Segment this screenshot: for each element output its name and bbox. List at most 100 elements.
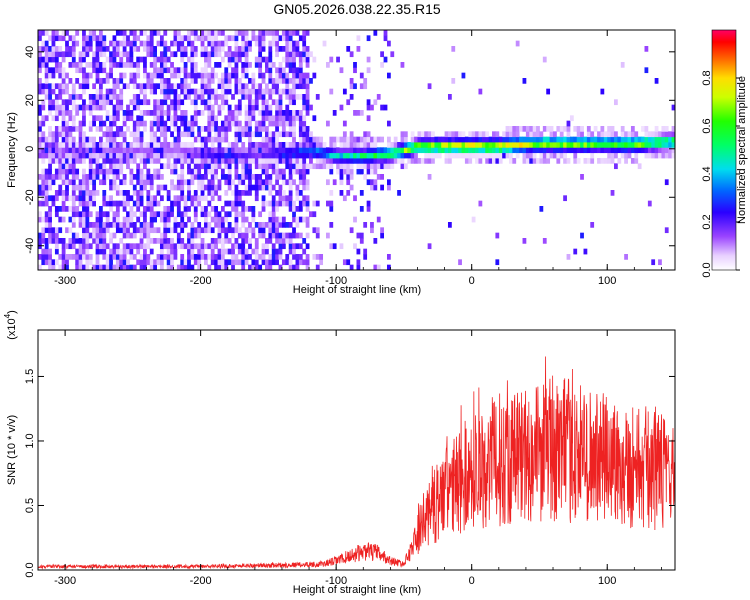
- heatmap-cell: [139, 222, 144, 228]
- heatmap-cell: [248, 238, 252, 244]
- heatmap-cell: [204, 88, 208, 95]
- heatmap-cell: [281, 131, 286, 138]
- heatmap-cell: [285, 254, 290, 260]
- heatmap-cell: [248, 147, 252, 154]
- heatmap-cell: [288, 158, 293, 164]
- heatmap-cell: [305, 168, 310, 175]
- heatmap-cell: [451, 152, 456, 159]
- heatmap-cell: [197, 264, 202, 270]
- heatmap-cell: [82, 232, 86, 239]
- heatmap-cell: [573, 142, 578, 148]
- heatmap-cell: [414, 158, 418, 164]
- heatmap-cell: [258, 131, 263, 138]
- heatmap-cell: [126, 51, 130, 58]
- heatmap-cell: [207, 51, 212, 58]
- heatmap-cell: [183, 51, 188, 58]
- heatmap-cell: [359, 238, 364, 244]
- heatmap-cell: [298, 72, 303, 79]
- heatmap-cell: [349, 131, 354, 138]
- heatmap-cell: [156, 30, 161, 36]
- heatmap-cell: [115, 184, 120, 191]
- heatmap-cell: [156, 200, 161, 207]
- heatmap-cell: [217, 104, 222, 111]
- heatmap-cell: [431, 142, 435, 148]
- heatmap-cell: [329, 163, 334, 170]
- heatmap-cell: [51, 115, 56, 122]
- heatmap-cell: [183, 195, 188, 202]
- heatmap-cell: [251, 131, 256, 138]
- heatmap-cell: [41, 30, 46, 36]
- heatmap-cell: [573, 126, 578, 132]
- heatmap-cell: [44, 94, 49, 100]
- heatmap-cell: [624, 158, 628, 164]
- heatmap-cell: [261, 158, 266, 164]
- heatmap-cell: [390, 163, 395, 170]
- heatmap-cell: [285, 158, 290, 164]
- heatmap-cell: [78, 62, 83, 68]
- heatmap-cell: [214, 40, 218, 47]
- heatmap-cell: [298, 147, 303, 154]
- heatmap-cell: [664, 131, 669, 138]
- heatmap-cell: [173, 248, 178, 255]
- heatmap-cell: [668, 136, 673, 143]
- heatmap-cell: [51, 264, 56, 270]
- heatmap-cell: [393, 142, 398, 148]
- heatmap-cell: [349, 163, 354, 170]
- heatmap-cell: [173, 152, 178, 159]
- heatmap-cell: [295, 115, 300, 122]
- heatmap-cell: [309, 163, 313, 170]
- heatmap-cell: [224, 232, 229, 239]
- heatmap-cell: [68, 99, 73, 106]
- heatmap-cell: [71, 179, 76, 186]
- heatmap-cell: [251, 184, 256, 191]
- heatmap-cell: [370, 179, 374, 186]
- heatmap-cell: [139, 83, 144, 90]
- heatmap-cell: [281, 259, 286, 266]
- heatmap-cell: [563, 195, 567, 202]
- heatmap-cell: [288, 206, 293, 212]
- heatmap-cell: [204, 104, 208, 111]
- heatmap-cell: [95, 264, 100, 270]
- heatmap-cell: [265, 104, 269, 111]
- heatmap-cell: [102, 120, 107, 127]
- heatmap-cell: [366, 99, 371, 106]
- heatmap-cell: [302, 195, 307, 202]
- heatmap-cell: [214, 62, 218, 68]
- heatmap-cell: [183, 147, 188, 154]
- heatmap-cell: [85, 72, 90, 79]
- heatmap-cell: [214, 238, 218, 244]
- heatmap-cell: [298, 254, 303, 260]
- heatmap-cell: [48, 216, 52, 223]
- heatmap-cell: [193, 195, 198, 202]
- heatmap-cell: [48, 131, 52, 138]
- heatmap-cell: [193, 190, 198, 196]
- heatmap-cell: [492, 147, 496, 154]
- heatmap-cell: [54, 158, 59, 164]
- heatmap-cell: [268, 254, 273, 260]
- heatmap-cell: [173, 216, 178, 223]
- heatmap-cell: [85, 62, 90, 68]
- heatmap-cell: [58, 147, 63, 154]
- heatmap-cell: [603, 147, 608, 154]
- heatmap-cell: [349, 78, 354, 84]
- heatmap-cell: [244, 115, 249, 122]
- heatmap-cell: [115, 168, 120, 175]
- heatmap-cell: [265, 152, 269, 159]
- heatmap-cell: [38, 56, 42, 63]
- heatmap-cell: [271, 211, 276, 218]
- heatmap-cell: [153, 51, 157, 58]
- heatmap-cell: [651, 136, 656, 143]
- heatmap-cell: [88, 152, 93, 159]
- heatmap-cell: [187, 35, 191, 42]
- heatmap-cell: [190, 126, 195, 132]
- heatmap-cell: [492, 136, 496, 143]
- heatmap-cell: [224, 211, 229, 218]
- heatmap-cell: [132, 227, 137, 234]
- heatmap-cell: [112, 152, 117, 159]
- heatmap-cell: [82, 200, 86, 207]
- heatmap-cell: [210, 206, 215, 212]
- heatmap-cell: [231, 254, 235, 260]
- heatmap-cell: [51, 174, 56, 180]
- heatmap-cell: [197, 174, 202, 180]
- heatmap-cell: [68, 35, 73, 42]
